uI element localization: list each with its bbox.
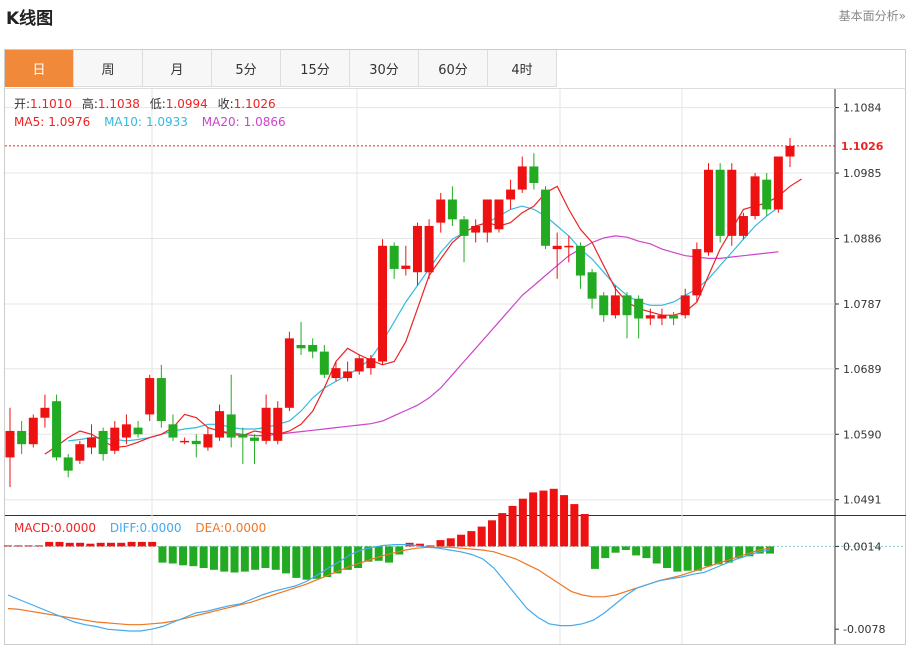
tab-month[interactable]: 月 [143, 50, 212, 87]
fundamental-analysis-link[interactable]: 基本面分析» [838, 9, 906, 23]
tab-30min[interactable]: 30分 [350, 50, 419, 87]
tab-day[interactable]: 日 [5, 50, 74, 87]
period-tabs: 日 周 月 5分 15分 30分 60分 4时 [5, 50, 557, 88]
chart-frame [4, 49, 906, 645]
tab-15min[interactable]: 15分 [281, 50, 350, 87]
tab-5min[interactable]: 5分 [212, 50, 281, 87]
tab-60min[interactable]: 60分 [419, 50, 488, 87]
tab-4h[interactable]: 4时 [488, 50, 557, 87]
page-title: K线图 [6, 9, 54, 29]
tab-week[interactable]: 周 [74, 50, 143, 87]
